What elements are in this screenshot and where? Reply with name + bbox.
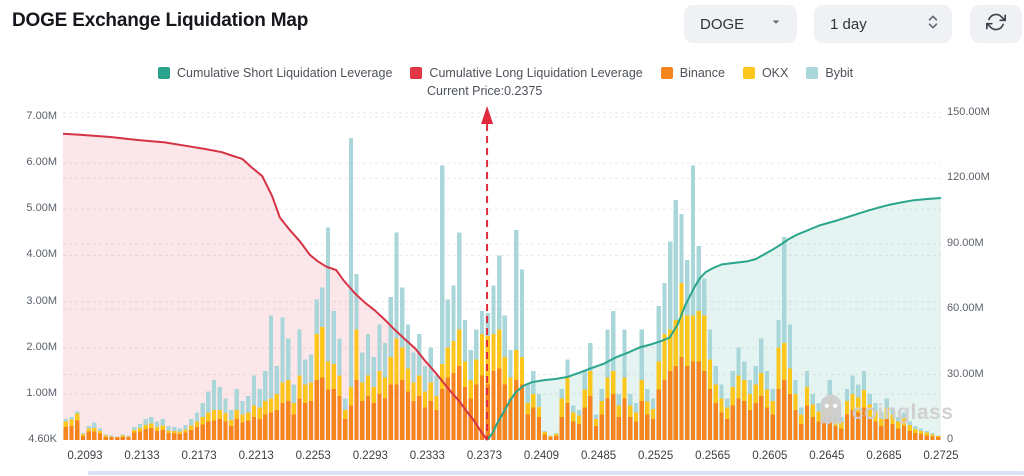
binance-swatch-icon: [660, 67, 673, 79]
legend-label: Cumulative Long Liquidation Leverage: [429, 66, 643, 80]
x-axis-tick: 0.2253: [295, 450, 331, 462]
legend-item-binance[interactable]: Binance: [660, 66, 725, 80]
chart-scroll-indicator[interactable]: [88, 471, 1024, 475]
x-axis-tick: 0.2213: [238, 450, 274, 462]
left-axis-tick: 4.60K: [28, 433, 57, 445]
x-axis-tick: 0.2293: [352, 450, 388, 462]
long-leverage-swatch-icon: [410, 67, 423, 79]
okx-swatch-icon: [742, 67, 755, 79]
legend-item-bybit[interactable]: Bybit: [806, 66, 853, 80]
right-axis-tick: 60.00M: [947, 302, 984, 315]
right-y-axis: 150.00M 120.00M 90.00M 60.00M 30.00M 0: [947, 0, 1023, 476]
legend-item-short-leverage[interactable]: Cumulative Short Liquidation Leverage: [158, 66, 392, 80]
refresh-button[interactable]: [970, 5, 1022, 43]
x-axis-tick: 0.2645: [809, 450, 845, 462]
legend-label: OKX: [761, 66, 789, 80]
left-axis-tick: 4.00M: [26, 248, 57, 261]
left-axis-tick: 6.00M: [26, 156, 57, 169]
left-axis-tick: 5.00M: [26, 202, 57, 215]
legend-label: Binance: [679, 66, 725, 80]
left-axis-tick: 7.00M: [26, 110, 57, 122]
coin-select-value: DOGE: [700, 15, 745, 33]
left-axis-tick: 3.00M: [26, 294, 57, 307]
interval-select-value: 1 day: [830, 15, 867, 33]
coinglass-ghost-icon: [814, 392, 848, 433]
x-axis-tick: 0.2525: [638, 450, 674, 462]
short-leverage-swatch-icon: [158, 67, 170, 79]
x-axis-tick: 0.2093: [67, 450, 103, 462]
right-axis-tick: 150.00M: [947, 106, 990, 118]
legend-item-okx[interactable]: OKX: [742, 66, 789, 80]
watermark: coinglass: [814, 392, 953, 433]
left-axis-tick: 1.00M: [26, 386, 57, 399]
x-axis-tick: 0.2565: [695, 450, 731, 462]
left-y-axis: 7.00M 6.00M 5.00M 4.00M 3.00M 2.00M 1.00M 4.60K: [0, 0, 57, 476]
spinner-arrows-icon: [926, 13, 940, 35]
x-axis-tick: 0.2373: [466, 450, 503, 462]
x-axis-tick: 0.2133: [124, 450, 160, 462]
right-axis-tick: 120.00M: [947, 171, 990, 184]
x-axis-tick: 0.2605: [752, 450, 788, 462]
x-axis-tick: 0.2725: [923, 450, 959, 462]
x-axis-tick: 0.2685: [866, 450, 902, 462]
legend-label: Bybit: [825, 66, 854, 80]
current-price-label: Current Price:0.2375: [427, 84, 543, 98]
bybit-swatch-icon: [806, 67, 819, 79]
x-axis-tick: 0.2173: [181, 450, 217, 462]
watermark-text: coinglass: [852, 400, 954, 424]
x-axis-tick: 0.2333: [409, 450, 445, 462]
right-axis-tick: 90.00M: [947, 236, 984, 249]
x-axis-tick: 0.2409: [523, 450, 560, 462]
right-axis-tick: 0: [947, 433, 954, 445]
legend: Cumulative Short Liquidation Leverage Cu…: [158, 66, 853, 80]
chevron-down-icon: [769, 15, 783, 33]
page-title: DOGE Exchange Liquidation Map: [12, 10, 309, 31]
right-axis-tick: 30.00M: [947, 367, 984, 380]
x-axis-tick: 0.2485: [580, 450, 617, 462]
legend-item-long-leverage[interactable]: Cumulative Long Liquidation Leverage: [410, 66, 643, 80]
legend-label: Cumulative Short Liquidation Leverage: [177, 66, 393, 80]
left-axis-tick: 2.00M: [26, 340, 57, 353]
coin-select[interactable]: DOGE: [684, 5, 797, 43]
interval-select[interactable]: 1 day: [814, 5, 952, 43]
refresh-icon: [986, 12, 1006, 36]
